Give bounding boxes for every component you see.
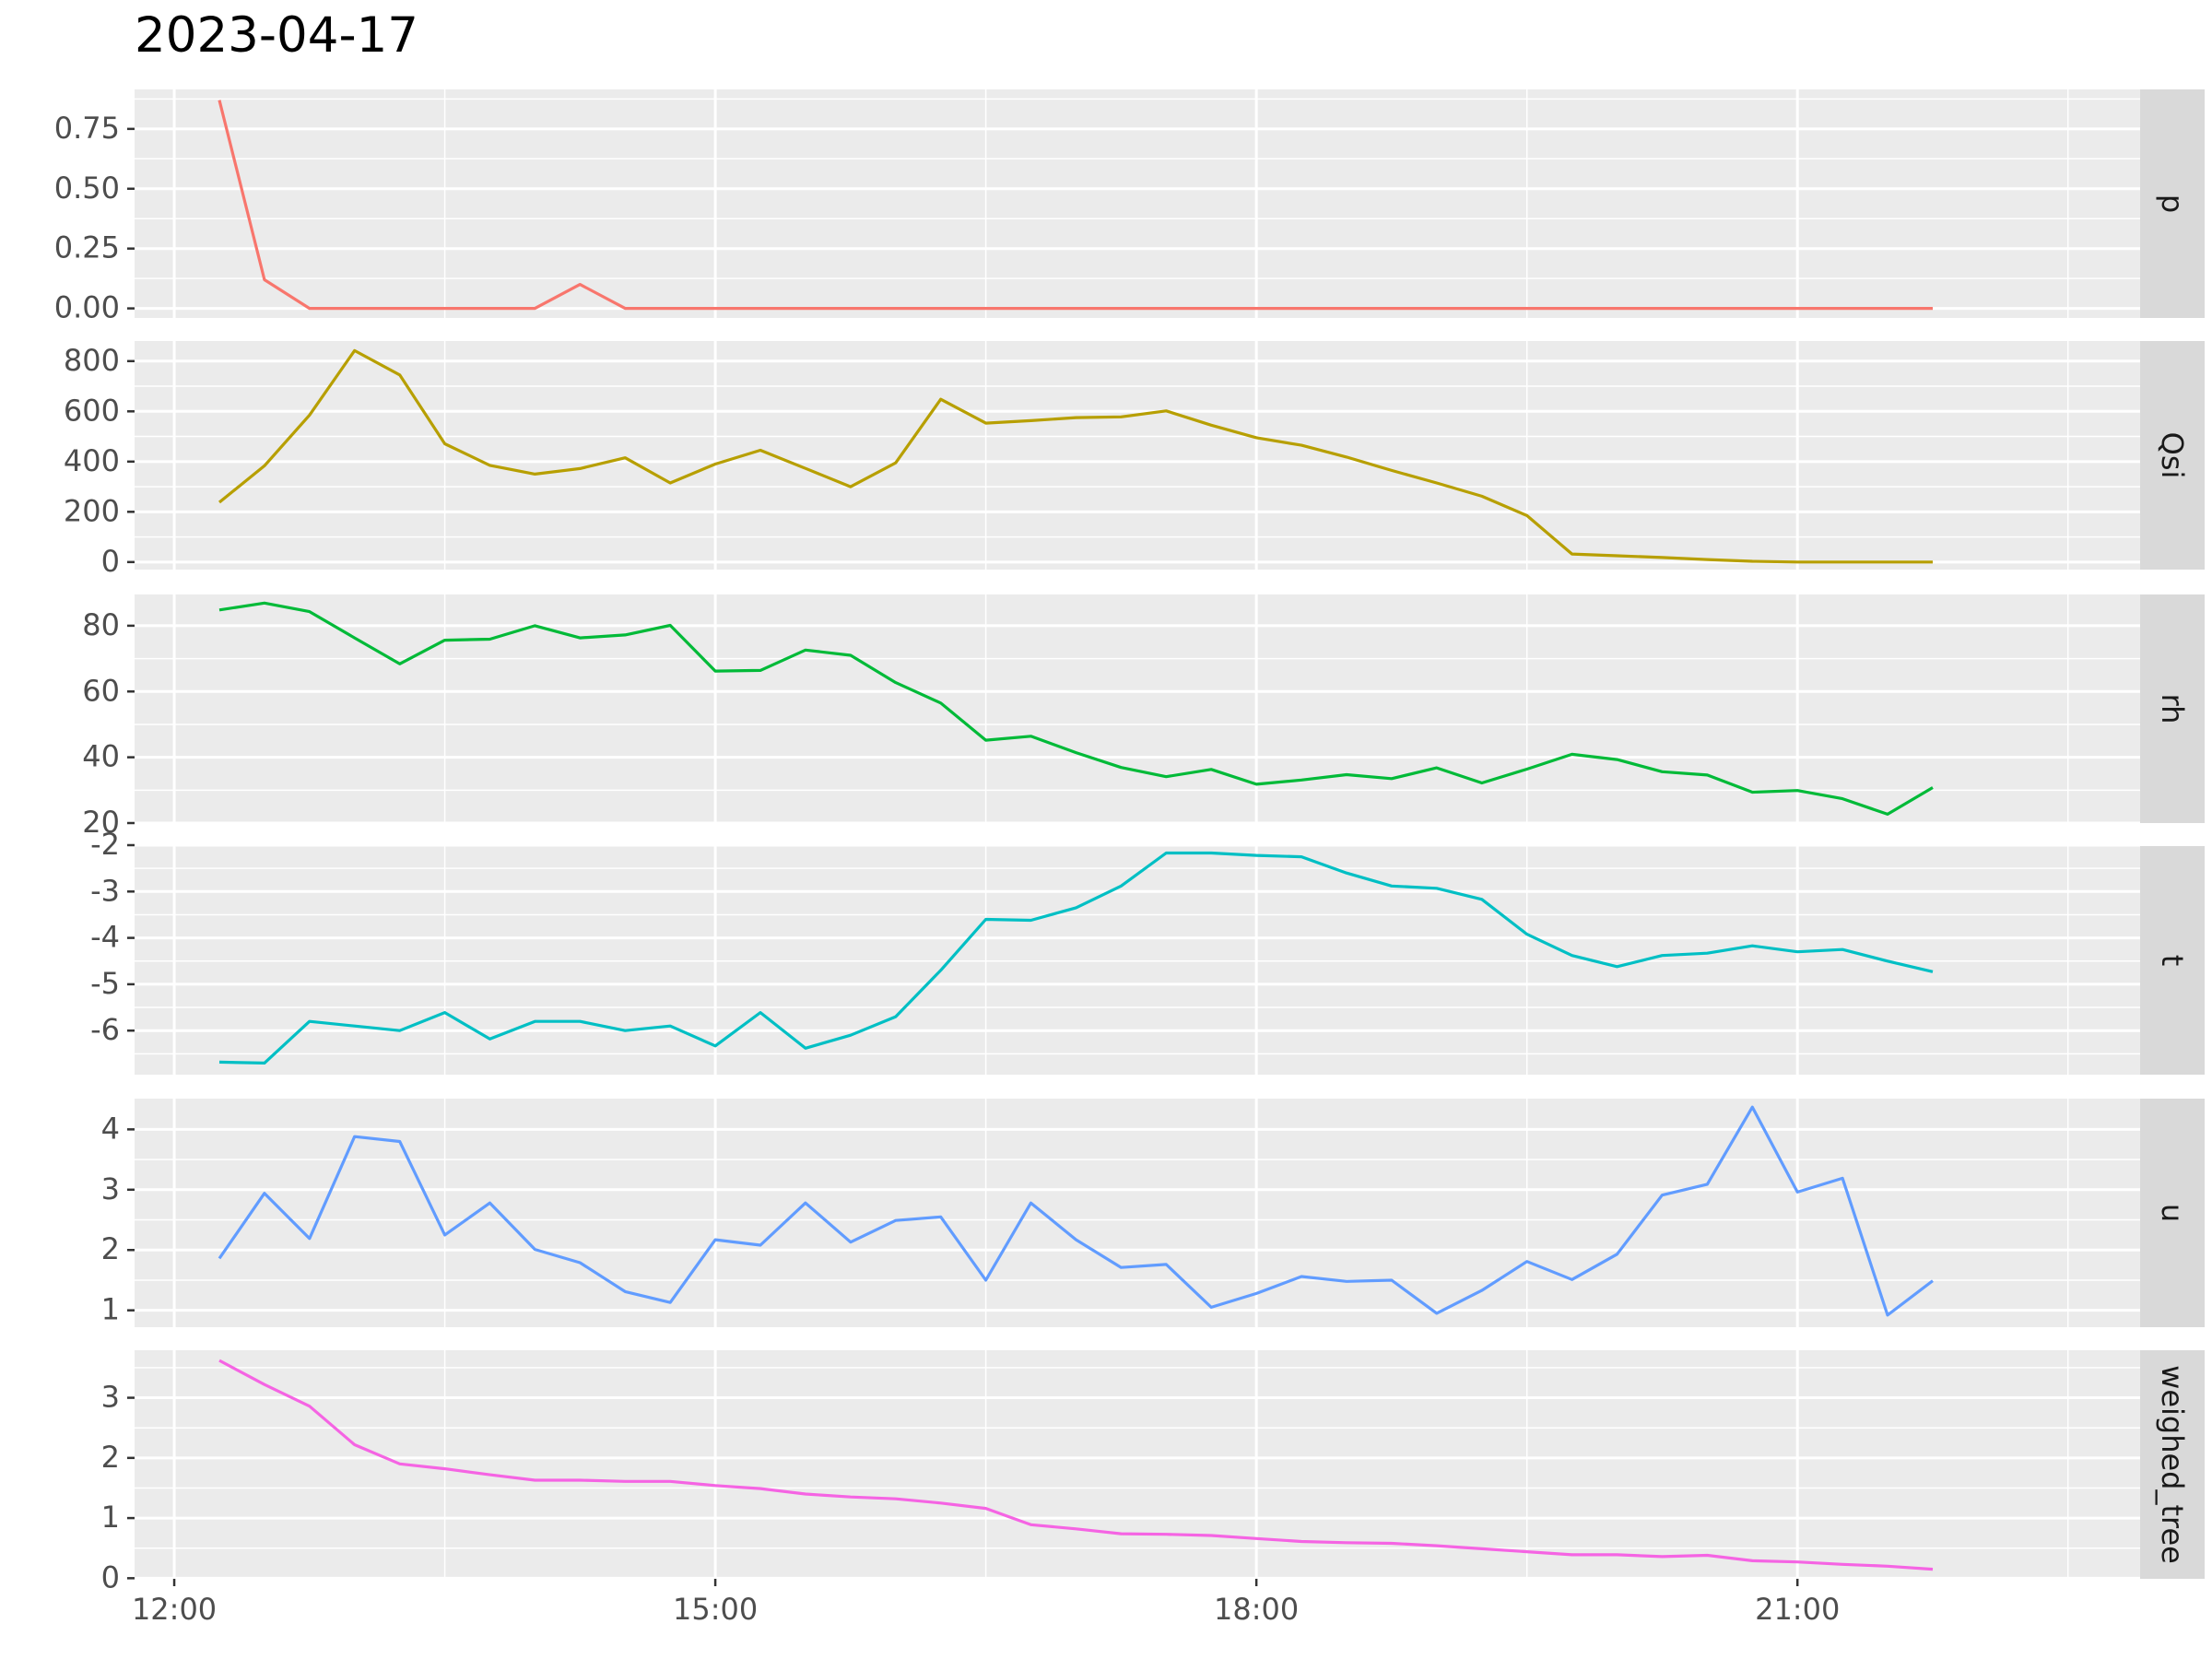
series-line-p <box>218 100 1933 311</box>
facet-strip <box>2140 1099 2205 1327</box>
chart-title: 2023-04-17 <box>135 7 419 64</box>
y-tick-label: 4 <box>101 1111 120 1146</box>
y-tick-label: 0 <box>101 1559 120 1594</box>
y-tick-label: -3 <box>90 873 120 908</box>
y-tick-label: 0.50 <box>54 171 120 206</box>
y-tick-label: 0.75 <box>54 111 120 146</box>
y-tick-label: 400 <box>64 443 120 478</box>
y-tick-label: 0 <box>101 544 120 579</box>
panel-background <box>135 1099 2140 1327</box>
facet-strip-label: p <box>2155 194 2190 213</box>
panel-rh: 20 40 60 80 rh <box>82 594 2205 840</box>
series-line-weighed_tree <box>218 1359 1934 1571</box>
series-line-Qsi <box>218 348 1933 564</box>
x-tick-label: 21:00 <box>1755 1592 1840 1627</box>
facet-strip <box>2140 89 2205 318</box>
panel-Qsi: 0 200 400 600 800 Qsi <box>64 341 2205 579</box>
facet-strip <box>2140 341 2205 570</box>
facet-strip-label: u <box>2155 1204 2190 1222</box>
y-tick-label: 2 <box>101 1231 120 1266</box>
y-tick-label: 0.00 <box>54 290 120 325</box>
panel-u: 1 2 3 4 u <box>101 1099 2205 1327</box>
y-tick-label: -4 <box>90 920 120 955</box>
facet-strip <box>2140 1350 2205 1579</box>
x-tick-label: 12:00 <box>132 1592 217 1627</box>
y-tick-label: 3 <box>101 1171 120 1206</box>
x-tick-label: 15:00 <box>673 1592 758 1627</box>
panel-background <box>135 89 2140 318</box>
y-tick-label: -2 <box>90 827 120 862</box>
facet-strip-label: rh <box>2155 694 2190 724</box>
series-line-t <box>218 851 1934 1065</box>
y-tick-label: 200 <box>64 493 120 528</box>
y-tick-label: 0.25 <box>54 230 120 265</box>
y-tick-label: 40 <box>82 739 120 774</box>
panel-t: -6 -5 -4 -3 -2 t <box>90 827 2205 1075</box>
facet-strip-label: t <box>2155 955 2190 967</box>
series-line-u <box>218 1105 1934 1317</box>
panel-p: 0.00 0.25 0.50 0.75 p <box>54 89 2205 325</box>
y-tick-label: 60 <box>82 673 120 708</box>
y-tick-label: 1 <box>101 1500 120 1535</box>
y-tick-label: -6 <box>90 1012 120 1047</box>
y-tick-label: 800 <box>64 343 120 378</box>
x-tick-label: 18:00 <box>1214 1592 1299 1627</box>
panel-weighed_tree: 0 1 2 3 weighed_tree <box>101 1350 2205 1594</box>
y-tick-label: 20 <box>82 805 120 840</box>
facet-strip-label: Qsi <box>2155 432 2190 479</box>
y-tick-label: 600 <box>64 393 120 428</box>
y-tick-label: 80 <box>82 607 120 642</box>
facet-strip <box>2140 594 2205 823</box>
series-line-rh <box>218 601 1934 817</box>
y-tick-label: 3 <box>101 1380 120 1415</box>
y-tick-label: 1 <box>101 1292 120 1327</box>
y-tick-label: 2 <box>101 1440 120 1475</box>
panel-background <box>135 341 2140 570</box>
facet-strip-label: weighed_tree <box>2155 1365 2190 1564</box>
facet-strip <box>2140 846 2205 1075</box>
panel-background <box>135 1350 2140 1579</box>
panel-background <box>135 846 2140 1075</box>
panel-background <box>135 594 2140 823</box>
y-tick-label: -5 <box>90 966 120 1001</box>
